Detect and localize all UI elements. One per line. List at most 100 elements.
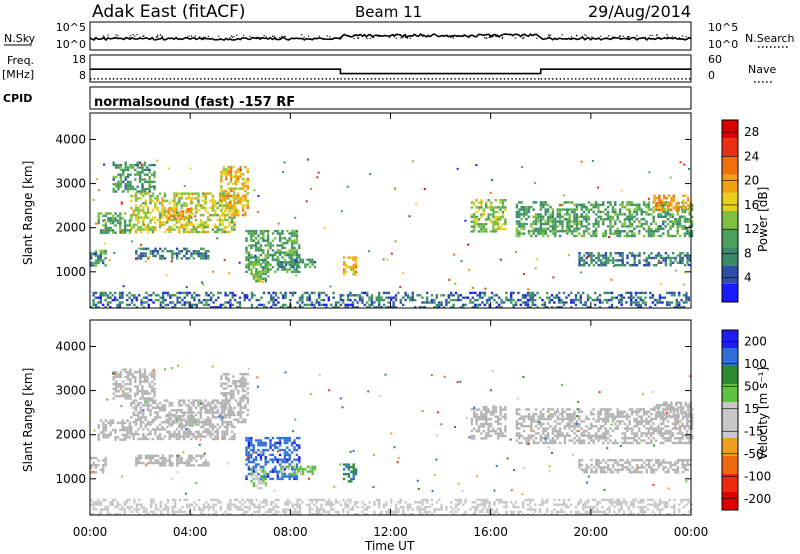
scatter-cell (679, 261, 682, 264)
scatter-cell (354, 306, 357, 309)
scatter-cell (647, 227, 651, 230)
scatter-cell (149, 194, 152, 198)
scatter-cell (254, 451, 258, 454)
scatter-point (464, 219, 467, 222)
scatter-cell (112, 163, 115, 167)
scatter-cell (334, 306, 338, 309)
scatter-point (394, 240, 397, 243)
scatter-cell (342, 268, 346, 271)
scatter-cell (558, 434, 562, 437)
scatter-cell (124, 368, 127, 371)
scatter-cell (525, 218, 528, 221)
scatter-cell (179, 417, 182, 420)
scatter-cell (642, 301, 645, 304)
scatter-cell (232, 213, 235, 217)
scatter-cell (558, 234, 562, 238)
scatter-cell (616, 213, 619, 216)
scatter-cell (151, 457, 155, 460)
scatter-cell (194, 413, 198, 417)
scatter-cell (181, 217, 185, 220)
scatter-cell (151, 406, 155, 409)
scatter-cell (686, 254, 689, 257)
scatter-cell (122, 394, 125, 398)
scatter-cell (134, 413, 138, 417)
scatter-cell (638, 208, 641, 211)
scatter-cell (292, 265, 295, 269)
scatter-cell (563, 441, 567, 445)
scatter-cell (138, 166, 142, 169)
scatter-point (143, 223, 146, 226)
scatter-cell (510, 291, 513, 295)
scatter-cell (224, 301, 227, 304)
scatter-cell (143, 370, 147, 374)
scatter-cell (276, 446, 279, 449)
scatter-cell (487, 427, 490, 430)
scatter-cell (106, 294, 110, 297)
scatter-cell (126, 185, 130, 188)
scatter-cell (630, 429, 634, 433)
scatter-cell (546, 432, 550, 435)
scatter-cell (247, 472, 251, 476)
scatter-cell (290, 234, 294, 238)
scatter-cell (325, 306, 328, 309)
scatter-cell (132, 209, 135, 212)
scatter-cell (477, 208, 481, 211)
scatter-cell (440, 303, 443, 307)
scatter-cell (477, 218, 481, 221)
scatter-cell (143, 190, 147, 193)
scatter-cell (128, 428, 132, 432)
scatter-cell (561, 208, 564, 211)
scatter-cell (262, 306, 266, 309)
scatter-cell (146, 226, 150, 229)
scatter-cell (247, 265, 251, 269)
scatter-cell (190, 437, 193, 441)
scatter-cell (139, 204, 143, 207)
scatter-cell (271, 265, 275, 269)
scatter-cell (202, 425, 205, 429)
scatter-cell (633, 234, 636, 238)
scatter-cell (606, 415, 610, 418)
scatter-cell (607, 256, 610, 260)
noise-sky-point (303, 36, 305, 38)
scatter-cell (676, 218, 679, 221)
scatter-cell (244, 404, 247, 407)
scatter-cell (237, 389, 240, 393)
scatter-cell (626, 429, 629, 433)
scatter-cell (158, 433, 162, 436)
scatter-cell (180, 418, 183, 421)
noise-sky-point (263, 34, 265, 37)
scatter-cell (530, 425, 533, 428)
power-colorbar-tick-label: 12 (744, 222, 759, 236)
scatter-cell (134, 178, 137, 181)
scatter-cell (168, 404, 171, 407)
scatter-cell (165, 210, 168, 213)
scatter-cell (568, 425, 571, 428)
scatter-cell (150, 387, 154, 391)
scatter-cell (206, 192, 210, 195)
scatter-cell (129, 380, 132, 383)
scatter-cell (616, 232, 619, 235)
scatter-cell (239, 201, 242, 205)
scatter-cell (141, 397, 144, 400)
scatter-cell (202, 199, 205, 202)
scatter-cell (229, 298, 232, 302)
scatter-cell (311, 261, 314, 264)
scatter-cell (130, 433, 133, 436)
scatter-cell (146, 378, 149, 381)
scatter-cell (161, 409, 164, 412)
scatter-cell (136, 390, 139, 393)
scatter-cell (185, 459, 188, 462)
scatter-cell (642, 210, 646, 214)
scatter-cell (163, 435, 167, 438)
scatter-cell (520, 225, 523, 228)
scatter-cell (650, 213, 653, 216)
scatter-cell (475, 413, 478, 416)
scatter-cell (597, 225, 600, 228)
scatter-cell (124, 392, 127, 395)
scatter-cell (289, 298, 292, 302)
scatter-cell (124, 387, 127, 391)
scatter-cell (579, 294, 582, 297)
scatter-cell (597, 434, 600, 437)
scatter-cell (288, 475, 291, 478)
